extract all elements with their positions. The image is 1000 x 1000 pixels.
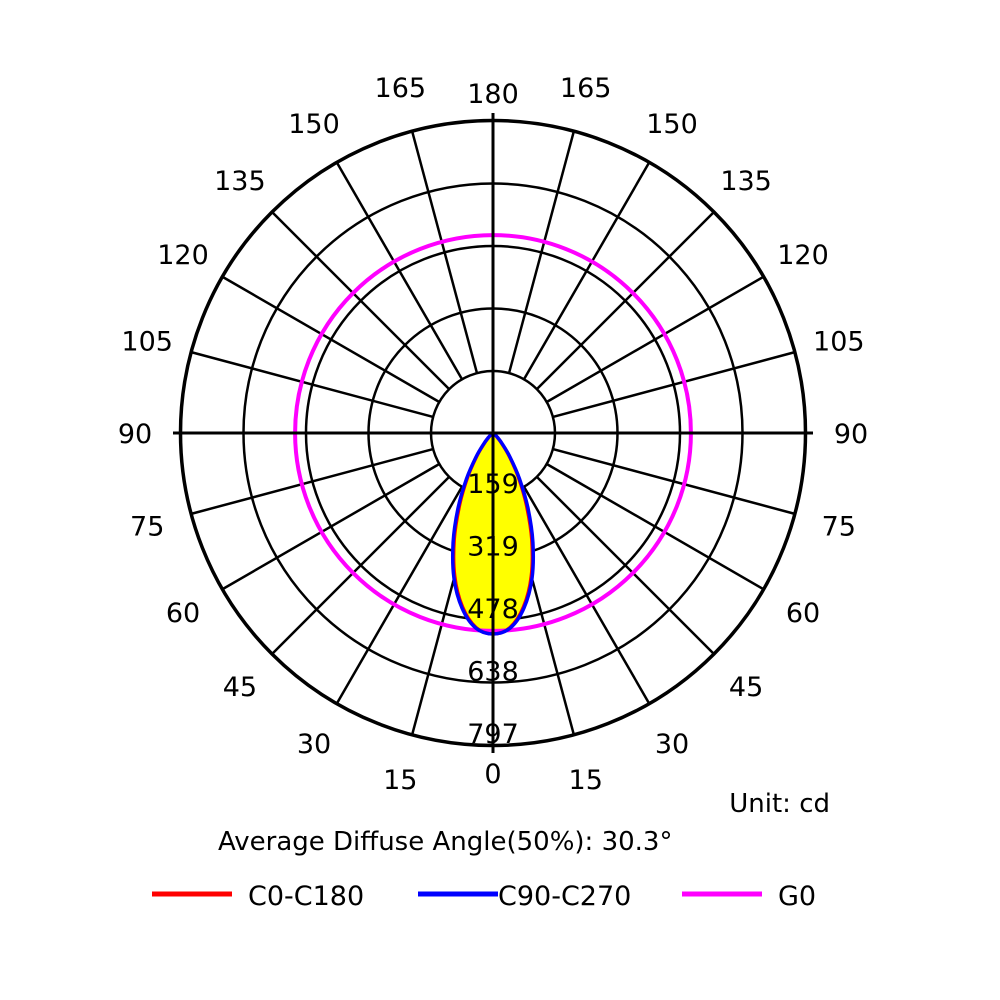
- grid-spoke-240: [221, 275, 440, 404]
- grid-spoke-30: [522, 486, 651, 705]
- grid-spoke-150: [522, 161, 651, 380]
- grid-spoke-300: [221, 462, 440, 591]
- radial-tick-labels: 159 319 478 638 797: [467, 469, 519, 750]
- angle-label-left-3: 45: [223, 672, 257, 703]
- angle-label-left-1: 15: [383, 765, 417, 796]
- angle-labels: 0 15 30 45 60 75 90 105 120 135 150 165 180 15 30 45 60 7…: [118, 73, 868, 796]
- angle-label-right-2: 30: [655, 729, 689, 760]
- grid-spoke-60: [546, 462, 765, 591]
- radial-tick-label: 319: [467, 532, 519, 563]
- angle-label-right-6: 90: [834, 419, 868, 450]
- grid-spoke-105: [552, 350, 796, 419]
- grid-spoke-195: [410, 130, 479, 374]
- grid-spoke-285: [190, 447, 434, 516]
- angle-label-left-2: 30: [297, 729, 331, 760]
- angle-label-right-7: 105: [813, 326, 865, 357]
- grid-spoke-135: [535, 210, 716, 391]
- grid-spoke-120: [546, 275, 765, 404]
- grid-spoke-210: [335, 161, 464, 380]
- angle-label-right-4: 60: [786, 598, 820, 629]
- grid-spoke-315: [270, 475, 451, 656]
- radial-tick-label: 159: [467, 469, 519, 500]
- angle-label-right-11: 165: [560, 73, 612, 104]
- angle-label-right-9: 135: [720, 166, 772, 197]
- radial-tick-label: 797: [467, 719, 519, 750]
- angle-label-left-5: 75: [130, 512, 164, 543]
- legend-label-g0: G0: [778, 881, 816, 912]
- legend-label-c0-c180: C0-C180: [248, 881, 364, 912]
- angle-label-left-0: 0: [484, 759, 501, 790]
- angle-label-right-1: 15: [569, 765, 603, 796]
- legend-label-c90-c270: C90-C270: [498, 881, 631, 912]
- angle-label-right-8: 120: [777, 240, 829, 271]
- grid-spoke-225: [270, 210, 451, 391]
- angle-label-left-11: 165: [375, 73, 427, 104]
- angle-label-left-7: 105: [121, 326, 173, 357]
- unit-label: Unit: cd: [729, 789, 830, 819]
- angle-label-right-5: 75: [822, 512, 856, 543]
- angle-label-left-10: 150: [288, 109, 340, 140]
- legend: C0-C180 C90-C270 G0: [152, 881, 816, 912]
- diffuse-angle-label: Average Diffuse Angle(50%): 30.3°: [218, 827, 672, 857]
- angle-label-left-8: 120: [157, 240, 209, 271]
- grid-spoke-45: [535, 475, 716, 656]
- angle-label-left-6: 90: [118, 419, 152, 450]
- grid-spoke-165: [507, 130, 576, 374]
- angle-label-right-3: 45: [729, 672, 763, 703]
- radial-tick-label: 638: [467, 657, 519, 688]
- angle-label-left-12: 180: [467, 79, 519, 110]
- main-axes: [173, 113, 813, 753]
- grid-spoke-330: [335, 486, 464, 705]
- angle-label-left-4: 60: [166, 598, 200, 629]
- angle-label-right-10: 150: [646, 109, 698, 140]
- grid-spoke-255: [190, 350, 434, 419]
- radial-tick-label: 478: [467, 594, 519, 625]
- grid-spoke-75: [552, 447, 796, 516]
- angle-label-left-9: 135: [214, 166, 266, 197]
